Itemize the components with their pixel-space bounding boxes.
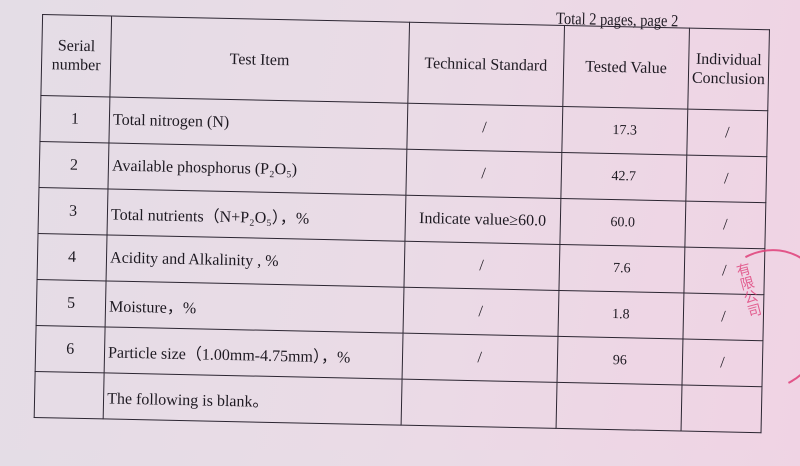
col-serial: Serial number [40, 14, 112, 97]
standard-cell: Indicate value≥60.0 [404, 195, 561, 245]
blank-note: The following is blank。 [103, 372, 402, 426]
conclusion-cell: / [684, 201, 766, 249]
serial-cell: 2 [38, 141, 110, 189]
test-results-table: Serial number Test Item Technical Standa… [34, 14, 770, 433]
test-item-cell: Total nutrients（N+P₂O₅），% [107, 188, 406, 242]
serial-cell: 6 [35, 325, 106, 373]
col-tested-value: Tested Value [562, 25, 690, 110]
tested-value-cell: 7.6 [558, 244, 685, 294]
standard-cell: / [406, 103, 563, 153]
standard-cell: / [405, 149, 562, 199]
standard-cell: / [401, 333, 558, 383]
serial-cell: 5 [36, 279, 107, 327]
conclusion-cell: / [685, 155, 767, 203]
conclusion-cell: / [686, 109, 768, 157]
serial-cell: 3 [38, 187, 109, 235]
tested-value-cell: 42.7 [560, 152, 687, 202]
test-item-cell: Moisture，% [105, 280, 404, 334]
tested-value-cell: 17.3 [561, 106, 688, 156]
tested-value-cell: 1.8 [557, 290, 684, 340]
serial-cell: 1 [39, 95, 110, 143]
test-item-cell: Available phosphorus (P₂O₅) [108, 142, 407, 196]
tested-value-cell: 96 [556, 336, 683, 386]
test-item-cell: Acidity and Alkalinity , % [106, 234, 405, 288]
standard-cell: / [402, 287, 559, 337]
test-item-cell: Particle size（1.00mm-4.75mm），% [104, 326, 403, 380]
tested-value-cell: 60.0 [559, 198, 686, 248]
table-header-row: Serial number Test Item Technical Standa… [40, 14, 770, 111]
col-test-item: Test Item [109, 16, 410, 104]
col-individual-conclusion: Individual Conclusion [687, 28, 770, 111]
test-item-cell: Total nitrogen (N) [109, 96, 408, 150]
serial-cell: 4 [37, 233, 108, 281]
col-technical-standard: Technical Standard [407, 22, 565, 107]
standard-cell: / [403, 241, 560, 291]
